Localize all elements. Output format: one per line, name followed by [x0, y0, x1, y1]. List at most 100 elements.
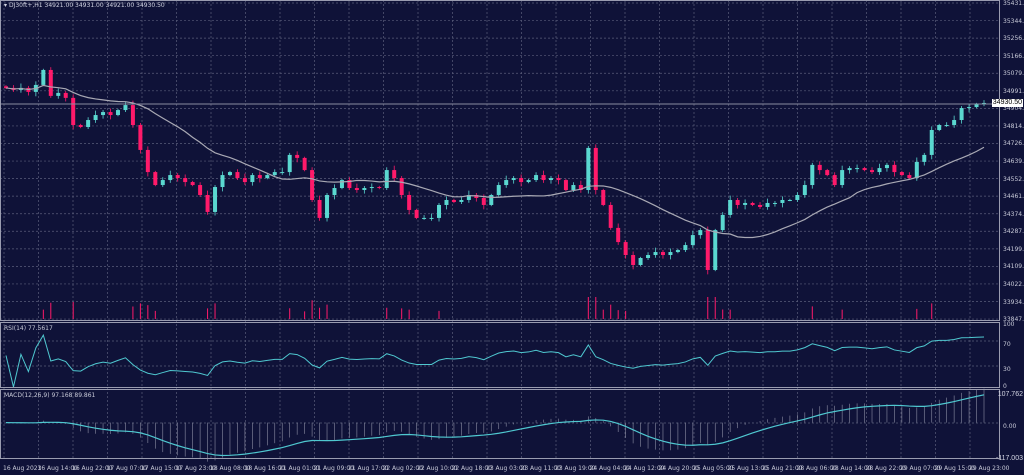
price-axis-label: 35344.40: [1003, 17, 1024, 25]
price-axis-label: 35166.85: [1003, 52, 1024, 60]
candle-body: [840, 170, 845, 186]
candle-body: [899, 172, 904, 176]
candle-body: [93, 115, 98, 121]
time-axis-label: 28 Aug 06:00: [796, 465, 837, 472]
candle-body: [325, 194, 330, 218]
candle-body: [160, 180, 165, 186]
candle-body: [198, 185, 203, 195]
volume-bar: [50, 302, 52, 319]
candle-body: [347, 180, 352, 189]
candle-body: [242, 178, 247, 183]
candle-body: [668, 252, 673, 256]
candle-body: [720, 214, 725, 231]
candle-body: [339, 180, 344, 189]
price-axis-label: 34109.50: [1003, 263, 1024, 271]
volume-bar: [147, 305, 149, 319]
price-axis-label: 34991.95: [1003, 87, 1024, 95]
price-axis-label: 35256.95: [1003, 35, 1024, 43]
candle-body: [392, 170, 397, 179]
candle-body: [496, 185, 501, 195]
time-axis-label: 21 Aug 17:00: [348, 465, 389, 472]
candle-body: [399, 178, 404, 195]
time-axis-label: 17 Aug 07:00: [106, 465, 147, 472]
price-axis-label: 35431.85: [1003, 0, 1024, 7]
candle-body: [265, 175, 270, 179]
candle-body: [287, 154, 292, 173]
price-axis-label: 33934.60: [1003, 298, 1024, 306]
candle-body: [511, 178, 516, 181]
candle-body: [922, 154, 927, 162]
candle-body: [608, 204, 613, 228]
candle-body: [795, 194, 800, 200]
price-axis-label: 34022.05: [1003, 280, 1024, 288]
candle-body: [690, 235, 695, 246]
candle-body: [907, 175, 912, 179]
candle-body: [377, 187, 382, 189]
macd-label: MACD(12,26,9) 97.168 89.861: [4, 392, 96, 399]
volume-bar: [311, 300, 313, 319]
candle-body: [354, 188, 359, 191]
time-axis-label: 24 Aug 04:00: [589, 465, 630, 472]
candle-body: [310, 170, 315, 200]
candle-body: [571, 185, 576, 191]
time-axis-label: 29 Aug 07:00: [900, 465, 941, 472]
grid: [0, 0, 999, 458]
candle-body: [810, 164, 815, 186]
rsi-axis-100: 100: [1003, 321, 1015, 328]
volume-bar: [617, 310, 619, 319]
price-axis-label: 34639.50: [1003, 158, 1024, 166]
candle-body: [631, 255, 636, 265]
candle-body: [646, 255, 651, 259]
time-axis-label: 24 Aug 20:00: [658, 465, 699, 472]
volume-bar: [401, 308, 403, 319]
volume-bar: [132, 306, 134, 319]
candle-body: [758, 204, 763, 207]
candle-body: [220, 175, 225, 188]
candle-body: [4, 86, 8, 88]
candle-body: [765, 202, 770, 207]
macd-histogram: [13, 388, 985, 462]
candle-body: [870, 170, 875, 173]
candle-body: [698, 230, 703, 236]
price-axis-label: 34199.60: [1003, 245, 1024, 253]
candle-body: [504, 180, 509, 186]
candle-body: [802, 185, 807, 195]
dropdown-icon[interactable]: ▾: [4, 2, 8, 9]
candle-body: [623, 242, 628, 256]
candle-body: [884, 164, 889, 169]
candle-body: [41, 69, 46, 85]
candle-body: [257, 175, 262, 179]
candle-body: [429, 217, 434, 219]
candle-body: [317, 199, 322, 218]
volume-bar: [154, 310, 156, 319]
candle-body: [138, 125, 143, 150]
time-axis-label: 28 Aug 14:00: [831, 465, 872, 472]
candle-body: [130, 105, 135, 126]
time-axis-label: 24 Aug 12:00: [624, 465, 665, 472]
candle-body: [967, 107, 972, 109]
ohlc-values: 34921.00 34931.00 34921.00 34930.50: [44, 2, 165, 9]
time-axis-label: 21 Aug 01:00: [279, 465, 320, 472]
candle-body: [660, 252, 665, 256]
candle-body: [675, 250, 680, 253]
candle-body: [205, 194, 210, 212]
candle-body: [952, 120, 957, 126]
candle-body: [593, 147, 598, 191]
price-axis-label: 34726.95: [1003, 140, 1024, 148]
candle-body: [705, 230, 710, 270]
candle-body: [578, 185, 583, 191]
candle-body: [407, 194, 412, 210]
time-axis-label: 21 Aug 09:00: [313, 465, 354, 472]
time-axis-label: 17 Aug 15:00: [141, 465, 182, 472]
candle-body: [474, 194, 479, 198]
candle-body: [548, 178, 553, 181]
price-axis-label: 35079.40: [1003, 70, 1024, 78]
candle-body: [750, 202, 755, 205]
volume-bar: [729, 309, 731, 319]
candle-body: [914, 161, 919, 179]
rsi-axis-0: 0: [1003, 383, 1007, 390]
candle-body: [213, 187, 218, 212]
candle-body: [86, 120, 91, 128]
candle-body: [422, 217, 427, 219]
